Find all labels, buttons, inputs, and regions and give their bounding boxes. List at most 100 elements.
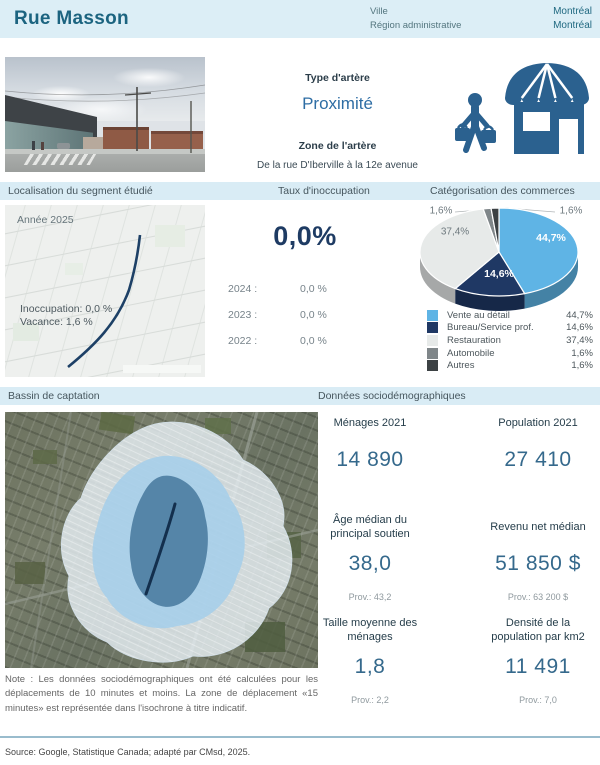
- page-title: Rue Masson: [14, 8, 129, 29]
- taux-year: 2024 :: [228, 283, 258, 295]
- map-stats-label: Inoccupation: 0,0 % Vacance: 1,6 %: [20, 303, 112, 329]
- taux-history-row: 2022 : 0,0 %: [213, 335, 397, 349]
- map-inoccupation-label: Inoccupation: 0,0 %: [20, 303, 113, 315]
- demo-prov: Prov.: 2,2: [351, 695, 389, 705]
- bassin-map: [5, 412, 318, 668]
- artery-zone-value: De la rue D'Iberville à la 12e avenue: [257, 160, 418, 171]
- legend-label: Autres: [447, 360, 475, 372]
- photo-building-far: [83, 137, 105, 151]
- shopper-figure: [455, 93, 496, 153]
- demo-label: Ménages 2021: [333, 417, 407, 430]
- taux-value: 0,0 %: [300, 335, 327, 347]
- demo-value: 38,0: [348, 552, 392, 575]
- demo-card-population: Population 2021 27 410: [472, 416, 600, 472]
- demo-label: Taille moyenne des ménages: [322, 617, 418, 643]
- pie-label-bureau: 14,6%: [484, 268, 514, 280]
- demo-value: 14 890: [336, 448, 404, 471]
- footer-rule: [0, 736, 600, 738]
- legend-label: Vente au détail: [447, 309, 510, 321]
- region-value: Montréal: [553, 20, 592, 31]
- demo-value: 1,8: [354, 655, 386, 678]
- demo-card-revenu: Revenu net médian 51 850 $ Prov.: 63 200…: [472, 514, 600, 602]
- legend-label: Bureau/Service prof.: [447, 322, 534, 334]
- pie-legend: Vente au détail 44,7% Bureau/Service pro…: [427, 309, 593, 372]
- legend-label: Restauration: [447, 334, 501, 346]
- demo-label: Population 2021: [498, 417, 578, 430]
- localisation-map: Année 2025 Inoccupation: 0,0 % Vacance: …: [5, 205, 205, 377]
- taux-history-row: 2024 : 0,0 %: [213, 283, 397, 297]
- taux-history: 2024 : 0,0 % 2023 : 0,0 % 2022 : 0,0 %: [213, 283, 397, 361]
- legend-swatch: [427, 347, 438, 359]
- street-photo: [5, 57, 205, 172]
- legend-swatch: [427, 322, 438, 334]
- taux-current-value: 0,0%: [273, 221, 337, 251]
- demo-value: 27 410: [504, 448, 572, 471]
- section-title-sociodemo: Données sociodémographiques: [318, 390, 466, 402]
- legend-row: Bureau/Service prof. 14,6%: [427, 322, 593, 335]
- pie-label-automobile: 1,6%: [429, 205, 453, 217]
- demo-value: 11 491: [505, 655, 571, 678]
- taux-year: 2022 :: [228, 335, 258, 347]
- legend-swatch: [427, 334, 438, 346]
- demo-prov: Prov.: 7,0: [519, 695, 557, 705]
- legend-row: Autres 1,6%: [427, 359, 593, 372]
- demo-card-taille-menages: Taille moyenne des ménages 1,8 Prov.: 2,…: [304, 617, 436, 705]
- demo-value: 51 850 $: [495, 552, 581, 575]
- legend-swatch: [427, 360, 438, 372]
- photo-details: [5, 84, 205, 153]
- photo-sidewalk: [5, 149, 205, 154]
- demo-prov: Prov.: 63 200 $: [507, 592, 569, 602]
- demo-label: Âge médian du principal soutien: [330, 514, 410, 540]
- legend-value: 44,7%: [566, 309, 593, 321]
- taux-year: 2023 :: [228, 309, 258, 321]
- pie-label-vente: 44,7%: [536, 232, 566, 244]
- commerce-pie-chart: 44,7% 14,6% 37,4% 1,6% 1,6%: [403, 204, 595, 316]
- artery-info: Type d'artère Proximité Zone de l'artère…: [225, 72, 450, 171]
- map-vacance-label: Vacance: 1,6 %: [20, 316, 93, 328]
- section-band-1: Localisation du segment étudié Taux d'in…: [0, 182, 600, 200]
- localisation-map-canvas: [5, 205, 205, 377]
- demo-card-densite: Densité de la population par km2 11 491 …: [472, 617, 600, 705]
- legend-row: Automobile 1,6%: [427, 347, 593, 360]
- map-year-label: Année 2025: [17, 214, 74, 226]
- legend-label: Automobile: [447, 347, 495, 359]
- section-band-2: Bassin de captation Données sociodémogra…: [0, 387, 600, 405]
- pie-label-restauration: 37,4%: [440, 226, 470, 238]
- bassin-segment-line: [144, 502, 177, 596]
- section-title-categorisation: Catégorisation des commerces: [430, 185, 575, 197]
- legend-value: 1,6%: [571, 347, 593, 359]
- artery-zone-label: Zone de l'artère: [298, 140, 377, 152]
- storefront-icon: [455, 63, 589, 154]
- section-title-bassin: Bassin de captation: [8, 390, 100, 402]
- legend-row: Restauration 37,4%: [427, 334, 593, 347]
- store-door: [559, 119, 578, 154]
- legend-value: 37,4%: [566, 334, 593, 346]
- demo-card-menages: Ménages 2021 14 890: [304, 416, 436, 472]
- city-value: Montréal: [553, 6, 592, 17]
- isochrone-inner: [129, 475, 208, 607]
- taux-history-row: 2023 : 0,0 %: [213, 309, 397, 323]
- section-title-taux: Taux d'inoccupation: [278, 185, 370, 197]
- source-text: Source: Google, Statistique Canada; adap…: [5, 747, 251, 757]
- region-label: Région administrative: [370, 20, 462, 31]
- segment-line: [67, 234, 142, 369]
- demo-label: Revenu net médian: [490, 521, 586, 534]
- taux-value: 0,0 %: [300, 309, 327, 321]
- demo-label: Densité de la population par km2: [491, 617, 585, 643]
- note-text: Note : Les données sociodémographiques o…: [5, 674, 318, 714]
- legend-row: Vente au détail 44,7%: [427, 309, 593, 322]
- city-label: Ville: [370, 6, 388, 17]
- pie-canvas: [419, 207, 579, 311]
- header-band: Rue Masson Ville Montréal Région adminis…: [0, 0, 600, 38]
- demo-card-age-median: Âge médian du principal soutien 38,0 Pro…: [304, 514, 436, 602]
- legend-swatch: [427, 309, 438, 321]
- demo-prov: Prov.: 43,2: [348, 592, 392, 602]
- store-window: [523, 112, 550, 131]
- artery-type-label: Type d'artère: [305, 72, 370, 84]
- taux-value: 0,0 %: [300, 283, 327, 295]
- artery-type-value: Proximité: [302, 94, 373, 113]
- legend-value: 1,6%: [571, 360, 593, 372]
- pie-label-autres: 1,6%: [559, 205, 583, 217]
- bassin-map-canvas: [5, 412, 318, 668]
